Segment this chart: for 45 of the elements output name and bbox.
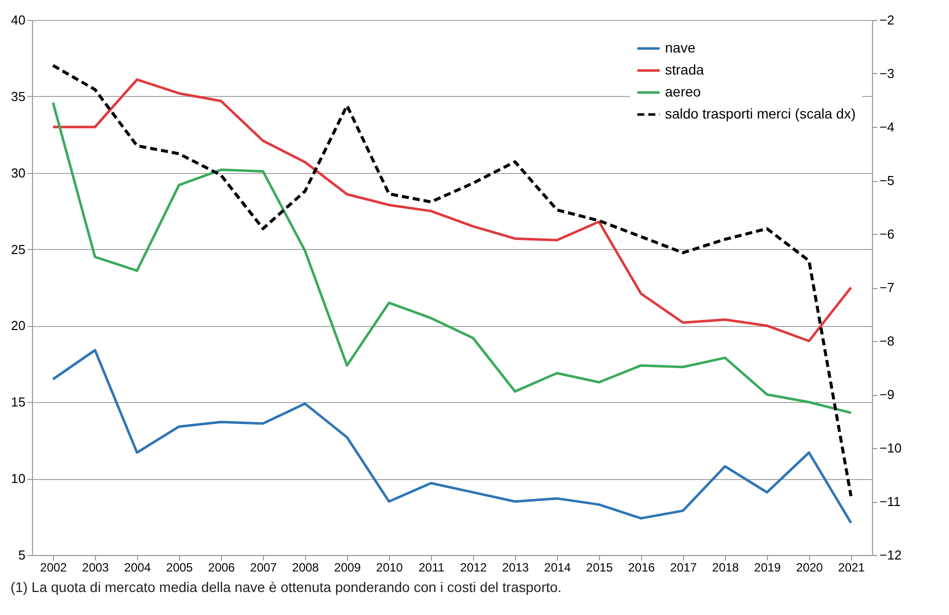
- x-tick-label: 2005: [166, 560, 194, 574]
- y2-tick-label: −12: [880, 548, 902, 562]
- y-tick-label: 25: [11, 242, 26, 257]
- x-tick-label: 2020: [796, 560, 824, 574]
- x-tick-label: 2015: [586, 560, 614, 574]
- y2-tick-label: −6: [880, 226, 894, 242]
- y2-tick-label: −9: [880, 387, 894, 402]
- y-tick-label: 30: [11, 165, 26, 180]
- x-tick-label: 2014: [544, 560, 572, 574]
- legend-label: nave: [665, 40, 696, 56]
- y-tick-label: 35: [11, 88, 26, 104]
- y-tick-label: 40: [11, 12, 26, 28]
- x-tick-label: 2018: [712, 560, 740, 574]
- x-tick-label: 2004: [124, 560, 152, 574]
- y2-tick-label: −4: [880, 120, 894, 134]
- x-tick-label: 2012: [460, 560, 488, 574]
- x-tick-label: 2016: [628, 560, 656, 574]
- x-tick-label: 2009: [334, 560, 362, 574]
- x-tick-label: 2007: [250, 560, 278, 574]
- legend-label: saldo trasporti merci (scala dx): [665, 106, 856, 122]
- x-tick-label: 2010: [376, 560, 404, 574]
- y2-tick-label: −7: [880, 280, 894, 295]
- x-tick-label: 2002: [40, 560, 68, 574]
- y-tick-label: 10: [11, 471, 26, 486]
- y2-tick-label: −5: [880, 173, 894, 188]
- text: (1) La quota di mercato media della nave è ottenuta ponderando con i costi del trasporto.: [10, 579, 562, 595]
- y-tick-label: 5: [18, 548, 26, 562]
- x-tick-label: 2008: [292, 560, 320, 574]
- x-tick-label: 2003: [82, 560, 110, 574]
- y2-tick-label: −10: [880, 440, 902, 456]
- x-tick-label: 2013: [502, 560, 530, 574]
- y2-tick-label: −11: [880, 494, 901, 509]
- x-tick-label: 2017: [670, 560, 698, 574]
- legend-label: strada: [665, 62, 704, 78]
- legend-label: aereo: [665, 84, 702, 100]
- x-tick-label: 2006: [208, 560, 236, 574]
- x-tick-label: 2021: [838, 560, 866, 574]
- y2-tick-label: −8: [880, 334, 894, 348]
- line-series: [52, 348, 852, 524]
- x-tick-label: 2011: [418, 560, 445, 574]
- y-tick-label: 15: [11, 394, 26, 410]
- x-tick-label: 2019: [754, 560, 782, 574]
- y-tick-label: 20: [11, 318, 26, 334]
- y2-tick-label: −2: [880, 12, 894, 28]
- y2-tick-label: −3: [880, 66, 894, 81]
